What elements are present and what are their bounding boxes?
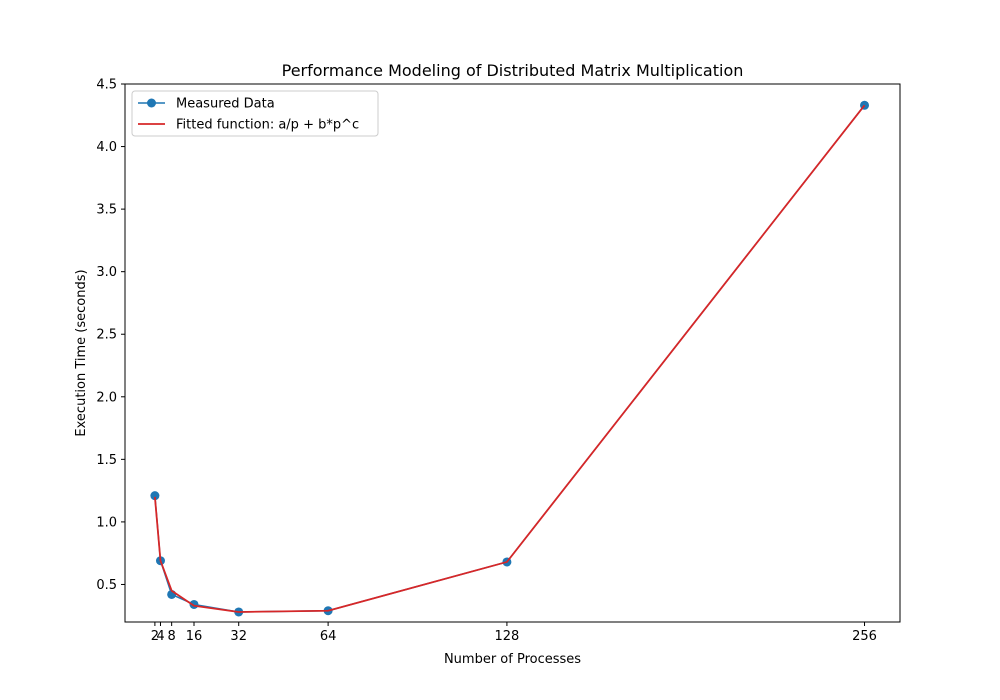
y-tick-label: 4.0 bbox=[96, 140, 117, 155]
x-tick-label: 32 bbox=[230, 629, 247, 644]
y-tick-label: 1.5 bbox=[96, 453, 117, 468]
legend-box bbox=[131, 90, 379, 137]
y-tick-label: 2.0 bbox=[96, 390, 117, 405]
series-line-fitted-function bbox=[153, 104, 866, 613]
y-tick-label: 2.5 bbox=[96, 328, 117, 343]
x-tick-label: 2 bbox=[151, 629, 159, 644]
y-axis-label: Execution Time (seconds) bbox=[74, 269, 89, 436]
x-axis-ticks: 24 8 16 32 64 128 256 bbox=[151, 622, 877, 644]
x-tick-label: 16 bbox=[186, 629, 203, 644]
x-tick-label: 128 bbox=[494, 629, 519, 644]
y-tick-label: 3.0 bbox=[96, 265, 117, 280]
data-series bbox=[150, 100, 870, 617]
x-tick-label: 256 bbox=[852, 629, 877, 644]
legend-marker-measured-data bbox=[147, 98, 156, 108]
x-axis-label: Number of Processes bbox=[444, 652, 581, 667]
legend: Measured Data Fitted function: a/p + b*p… bbox=[131, 90, 379, 137]
y-tick-label: 4.5 bbox=[96, 78, 117, 93]
y-tick-label: 3.5 bbox=[96, 203, 117, 218]
legend-label-measured-data: Measured Data bbox=[176, 97, 275, 112]
legend-label-fitted-function: Fitted function: a/p + b*p^c bbox=[176, 118, 359, 133]
x-tick-label: 4 bbox=[156, 629, 164, 644]
plot-area-frame bbox=[124, 83, 901, 623]
y-tick-label: 1.0 bbox=[96, 515, 117, 530]
data-point-marker bbox=[150, 491, 160, 501]
chart-title: Performance Modeling of Distributed Matr… bbox=[282, 61, 744, 80]
y-axis-ticks: 0.5 1.0 1.5 2.0 2.5 3.0 3.5 4.0 4.5 bbox=[96, 78, 125, 593]
x-tick-label: 8 bbox=[168, 629, 176, 644]
y-tick-label: 0.5 bbox=[96, 578, 117, 593]
x-tick-label: 64 bbox=[320, 629, 337, 644]
